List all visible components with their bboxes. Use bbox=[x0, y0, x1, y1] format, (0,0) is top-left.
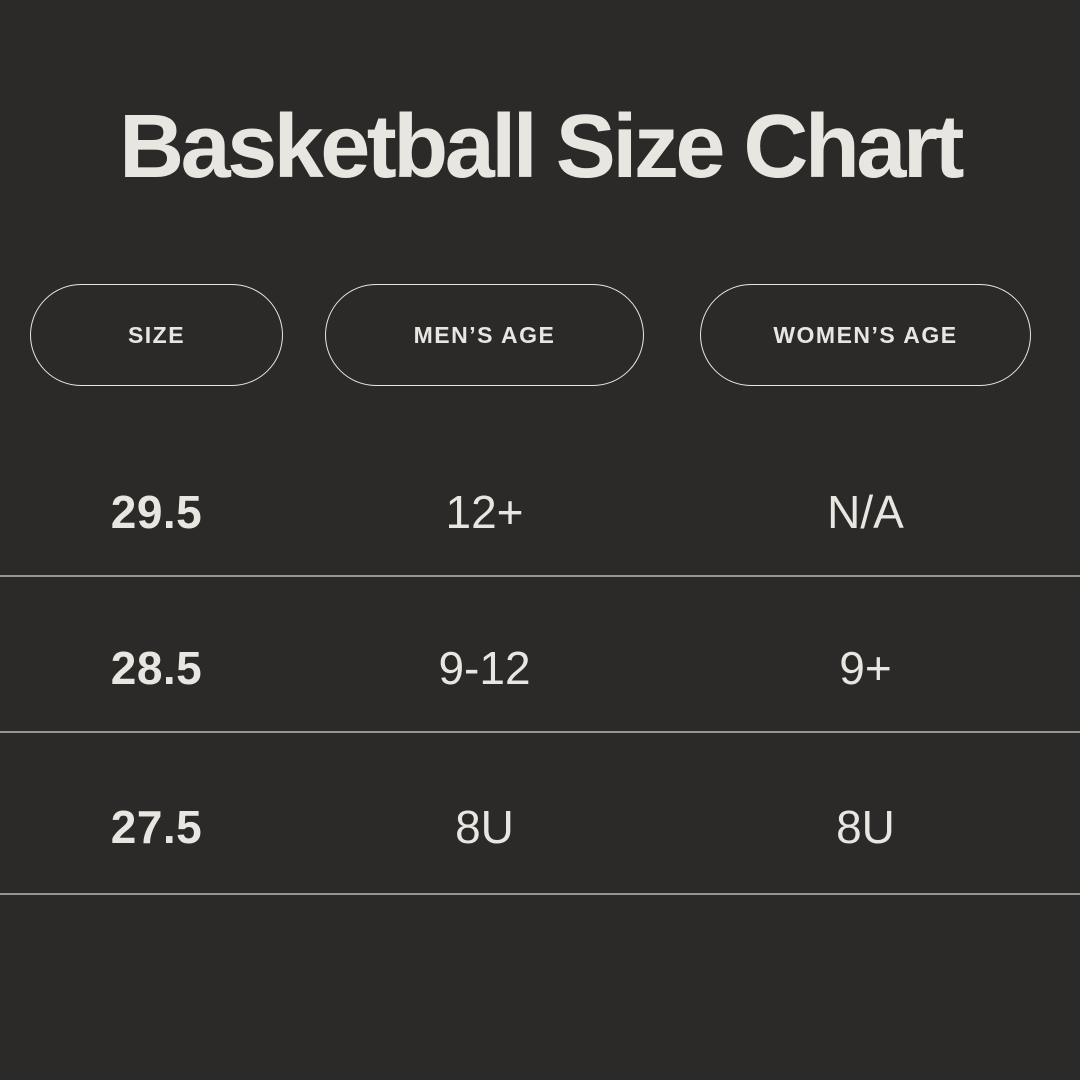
table-row-27-5: 27.5 8U 8U bbox=[0, 733, 1080, 895]
cell-mens-age-28-5: 9-12 bbox=[438, 642, 531, 694]
table-row-28-5: 28.5 9-12 9+ bbox=[0, 577, 1080, 733]
column-header-womens-age-label: WOMEN’S AGE bbox=[773, 321, 958, 348]
cell-size-29-5: 29.5 bbox=[110, 485, 203, 538]
cell-womens-age-27-5: 8U bbox=[836, 801, 895, 853]
table-row-29-5: 29.5 12+ N/A bbox=[0, 420, 1080, 577]
cell-size-28-5: 28.5 bbox=[110, 642, 203, 694]
cell-mens-age-27-5: 8U bbox=[455, 801, 514, 853]
cell-size-27-5: 27.5 bbox=[110, 801, 203, 853]
page-title: Basketball Size Chart bbox=[119, 97, 964, 197]
column-header-mens-age: MEN’S AGE bbox=[325, 284, 644, 386]
column-header-mens-age-label: MEN’S AGE bbox=[413, 321, 556, 348]
column-header-womens-age: WOMEN’S AGE bbox=[700, 284, 1031, 386]
column-header-size: SIZE bbox=[30, 284, 283, 386]
cell-mens-age-29-5: 12+ bbox=[445, 485, 524, 538]
cell-womens-age-29-5: N/A bbox=[827, 485, 904, 538]
cell-womens-age-28-5: 9+ bbox=[839, 642, 892, 694]
column-header-size-label: SIZE bbox=[127, 321, 186, 348]
